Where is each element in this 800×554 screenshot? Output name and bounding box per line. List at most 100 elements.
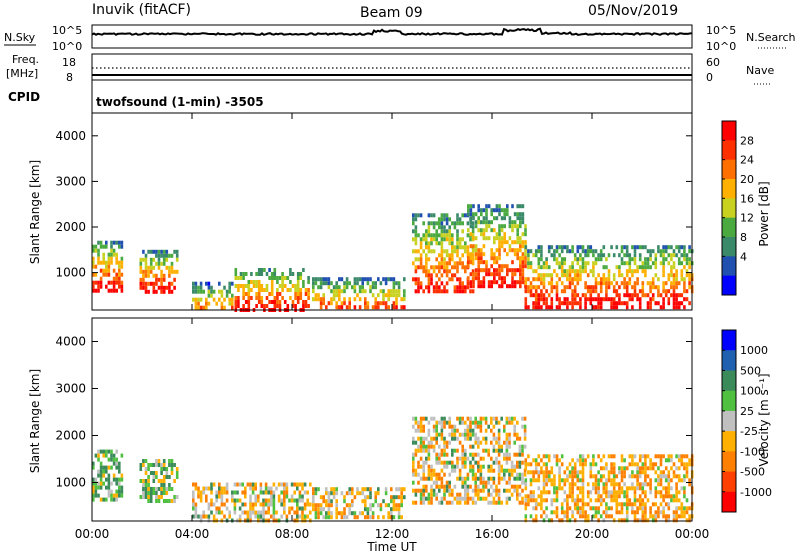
data-cell — [312, 487, 315, 492]
data-cell — [573, 277, 577, 282]
data-cell — [327, 281, 331, 286]
data-cell — [631, 273, 634, 278]
data-cell — [485, 228, 488, 233]
data-cell — [369, 491, 372, 496]
data-cell — [319, 285, 323, 290]
data-cell — [495, 492, 498, 497]
data-cell — [664, 490, 668, 495]
data-cell — [576, 281, 580, 286]
data-cell — [545, 466, 548, 471]
data-cell — [314, 511, 318, 516]
data-cell — [448, 269, 451, 274]
data-cell — [430, 237, 433, 242]
data-cell — [414, 249, 418, 254]
data-cell — [417, 448, 420, 453]
data-cell — [464, 480, 467, 485]
data-cell — [519, 204, 522, 209]
data-cell — [641, 269, 645, 274]
data-cell — [620, 474, 624, 479]
data-cell — [142, 273, 145, 278]
data-cell — [602, 245, 606, 250]
data-cell — [519, 244, 522, 249]
data-cell — [443, 460, 446, 465]
data-cell — [270, 490, 273, 495]
data-cell — [664, 466, 668, 471]
data-cell — [534, 470, 538, 475]
data-cell — [563, 490, 567, 495]
data-cell — [120, 260, 124, 265]
data-cell — [302, 280, 305, 284]
data-cell — [120, 489, 124, 494]
data-cell — [500, 268, 504, 273]
data-cell — [107, 493, 111, 498]
data-cell — [581, 494, 585, 499]
data-cell — [612, 297, 616, 302]
data-cell — [670, 498, 673, 503]
data-cell — [508, 456, 511, 461]
data-cell — [397, 293, 401, 298]
data-cell — [110, 248, 113, 253]
data-cell — [432, 424, 436, 429]
data-cell — [568, 506, 572, 511]
data-cell — [162, 483, 166, 487]
data-cell — [458, 496, 462, 501]
data-cell — [631, 470, 634, 475]
data-cell — [612, 253, 616, 258]
data-cell — [461, 476, 464, 481]
data-cell — [440, 476, 444, 481]
data-cell — [497, 492, 501, 497]
data-cell — [322, 281, 325, 286]
data-cell — [438, 225, 441, 230]
data-cell — [361, 487, 364, 492]
data-cell — [142, 483, 145, 487]
data-cell — [422, 221, 425, 226]
data-cell — [646, 474, 650, 479]
data-cell — [456, 456, 459, 461]
data-cell — [469, 256, 473, 261]
data-cell — [532, 494, 535, 499]
noise-left-tick-bottom: 10^0 — [52, 40, 82, 53]
data-cell — [498, 272, 501, 277]
data-cell — [644, 462, 647, 467]
data-cell — [306, 502, 309, 507]
data-cell — [540, 502, 543, 507]
data-cell — [625, 281, 629, 286]
velocity-colorbar-label: Velocity [m s⁻¹] — [757, 373, 771, 466]
data-cell — [366, 277, 370, 282]
data-cell — [422, 448, 425, 453]
data-cell — [327, 495, 331, 500]
data-cell — [194, 514, 198, 519]
data-cell — [505, 480, 509, 485]
data-cell — [490, 416, 493, 421]
data-cell — [545, 257, 548, 262]
data-cell — [633, 494, 637, 499]
data-cell — [110, 493, 113, 498]
data-cell — [513, 488, 516, 493]
data-cell — [471, 269, 475, 274]
data-cell — [659, 510, 663, 515]
data-cell — [364, 487, 367, 492]
data-cell — [581, 502, 585, 507]
data-cell — [92, 248, 95, 253]
data-cell — [255, 304, 258, 308]
data-cell — [482, 284, 486, 289]
data-cell — [466, 221, 470, 226]
data-cell — [573, 474, 577, 479]
data-cell — [670, 478, 673, 483]
data-cell — [392, 293, 396, 298]
data-cell — [524, 277, 528, 282]
data-cell — [281, 284, 284, 288]
data-cell — [412, 452, 415, 457]
data-cell — [199, 490, 203, 495]
data-cell — [469, 420, 472, 425]
data-cell — [264, 490, 268, 495]
data-cell — [97, 284, 100, 289]
data-cell — [212, 289, 216, 294]
data-cell — [242, 296, 245, 300]
data-cell — [212, 482, 216, 487]
data-cell — [487, 220, 491, 225]
data-cell — [469, 496, 472, 501]
data-cell — [366, 495, 370, 500]
data-cell — [327, 507, 331, 512]
data-cell — [464, 245, 467, 250]
